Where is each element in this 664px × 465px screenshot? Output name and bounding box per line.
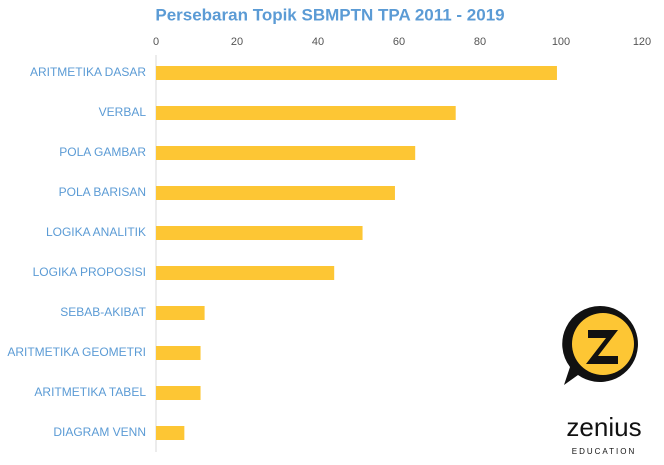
bar [156,386,201,400]
y-tick-label: VERBAL [99,105,147,119]
logo: zenius EDUCATION [562,306,642,456]
y-tick-label: ARITMETIKA DASAR [30,65,146,79]
x-tick-label: 20 [231,36,243,48]
y-tick-label: LOGIKA ANALITIK [46,225,146,239]
x-tick-label: 60 [393,36,405,48]
bar [156,306,205,320]
y-tick-label: DIAGRAM VENN [53,425,146,439]
y-tick-label: LOGIKA PROPOSISI [33,265,146,279]
x-tick-label: 40 [312,36,324,48]
y-tick-label: SEBAB-AKIBAT [60,305,146,319]
bar [156,426,185,440]
logo-name: zenius [566,412,641,442]
logo-z [586,330,618,364]
chart-title: Persebaran Topik SBMPTN TPA 2011 - 2019 [155,5,504,24]
y-tick-label: ARITMETIKA TABEL [34,385,146,399]
bar [156,266,335,280]
x-tick-label: 120 [633,36,651,48]
y-tick-label: POLA GAMBAR [59,145,146,159]
logo-tagline: EDUCATION [572,447,637,456]
bar [156,186,395,200]
x-tick-label: 0 [153,36,159,48]
x-tick-label: 80 [474,36,486,48]
bar [156,66,557,80]
bar [156,346,201,360]
y-tick-label: ARITMETIKA GEOMETRI [7,345,146,359]
y-tick-label: POLA BARISAN [59,185,146,199]
bar [156,106,456,120]
x-tick-label: 100 [552,36,570,48]
bar [156,146,416,160]
bar [156,226,363,240]
